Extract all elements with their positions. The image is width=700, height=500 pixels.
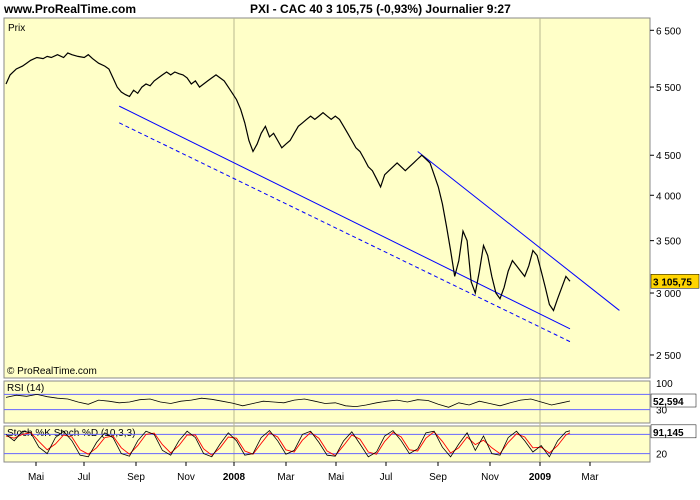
xtick-label-0: Mai bbox=[28, 472, 44, 483]
xtick-label-6: Mai bbox=[328, 472, 344, 483]
xtick-label-3: Nov bbox=[177, 472, 195, 483]
xtick-label-1: Jul bbox=[78, 472, 91, 483]
price-ytick-label-1: 5 500 bbox=[656, 83, 681, 94]
stoch-last-tag bbox=[650, 424, 697, 439]
watermark: © ProRealTime.com bbox=[7, 366, 97, 377]
xtick-label-7: Jul bbox=[380, 472, 393, 483]
price-ytick-label-6: 2 500 bbox=[656, 351, 681, 362]
rsi-ytick-label-0: 100 bbox=[656, 379, 673, 390]
instrument-info: PXI - CAC 40 3 105,75 (-0,93%) Journalie… bbox=[250, 2, 511, 16]
xtick-label-11: Mar bbox=[581, 472, 599, 483]
price-ytick-label-4: 3 500 bbox=[656, 237, 681, 248]
stoch-panel-label: Stoch %K Stoch %D (10,3,3) bbox=[7, 428, 135, 439]
stoch-last-label: 91,145 bbox=[653, 428, 684, 439]
site-title: www.ProRealTime.com bbox=[4, 2, 137, 16]
trendline-lower-channel bbox=[118, 105, 571, 330]
stoch-ytick-label-0: 20 bbox=[656, 450, 668, 461]
rsi-panel-bg bbox=[3, 380, 651, 424]
rsi-series-line bbox=[5, 393, 571, 408]
trendline-upper bbox=[417, 151, 620, 311]
price-series-line bbox=[5, 52, 571, 312]
xtick-label-4: 2008 bbox=[223, 472, 246, 483]
last-price-label: 3 105,75 bbox=[653, 277, 692, 288]
last-price-tag bbox=[650, 274, 700, 289]
rsi-last-label: 52,594 bbox=[653, 397, 684, 408]
price-ytick-label-5: 3 000 bbox=[656, 289, 681, 300]
price-panel-label: Prix bbox=[8, 23, 25, 34]
price-ytick-label-3: 4 000 bbox=[656, 191, 681, 202]
rsi-ytick-label-1: 30 bbox=[656, 406, 668, 417]
rsi-panel-label: RSI (14) bbox=[7, 383, 44, 394]
price-ytick-label-2: 4 500 bbox=[656, 151, 681, 162]
stoch-panel-bg bbox=[3, 425, 651, 463]
xtick-label-9: Nov bbox=[481, 472, 499, 483]
stoch-k-line bbox=[5, 430, 571, 458]
price-ytick-label-0: 6 500 bbox=[656, 26, 681, 37]
xtick-label-2: Sep bbox=[127, 472, 145, 483]
price-panel-bg bbox=[3, 17, 651, 379]
xtick-label-5: Mar bbox=[277, 472, 295, 483]
xtick-label-8: Sep bbox=[429, 472, 447, 483]
rsi-last-tag bbox=[650, 393, 697, 408]
xtick-label-10: 2009 bbox=[529, 472, 552, 483]
